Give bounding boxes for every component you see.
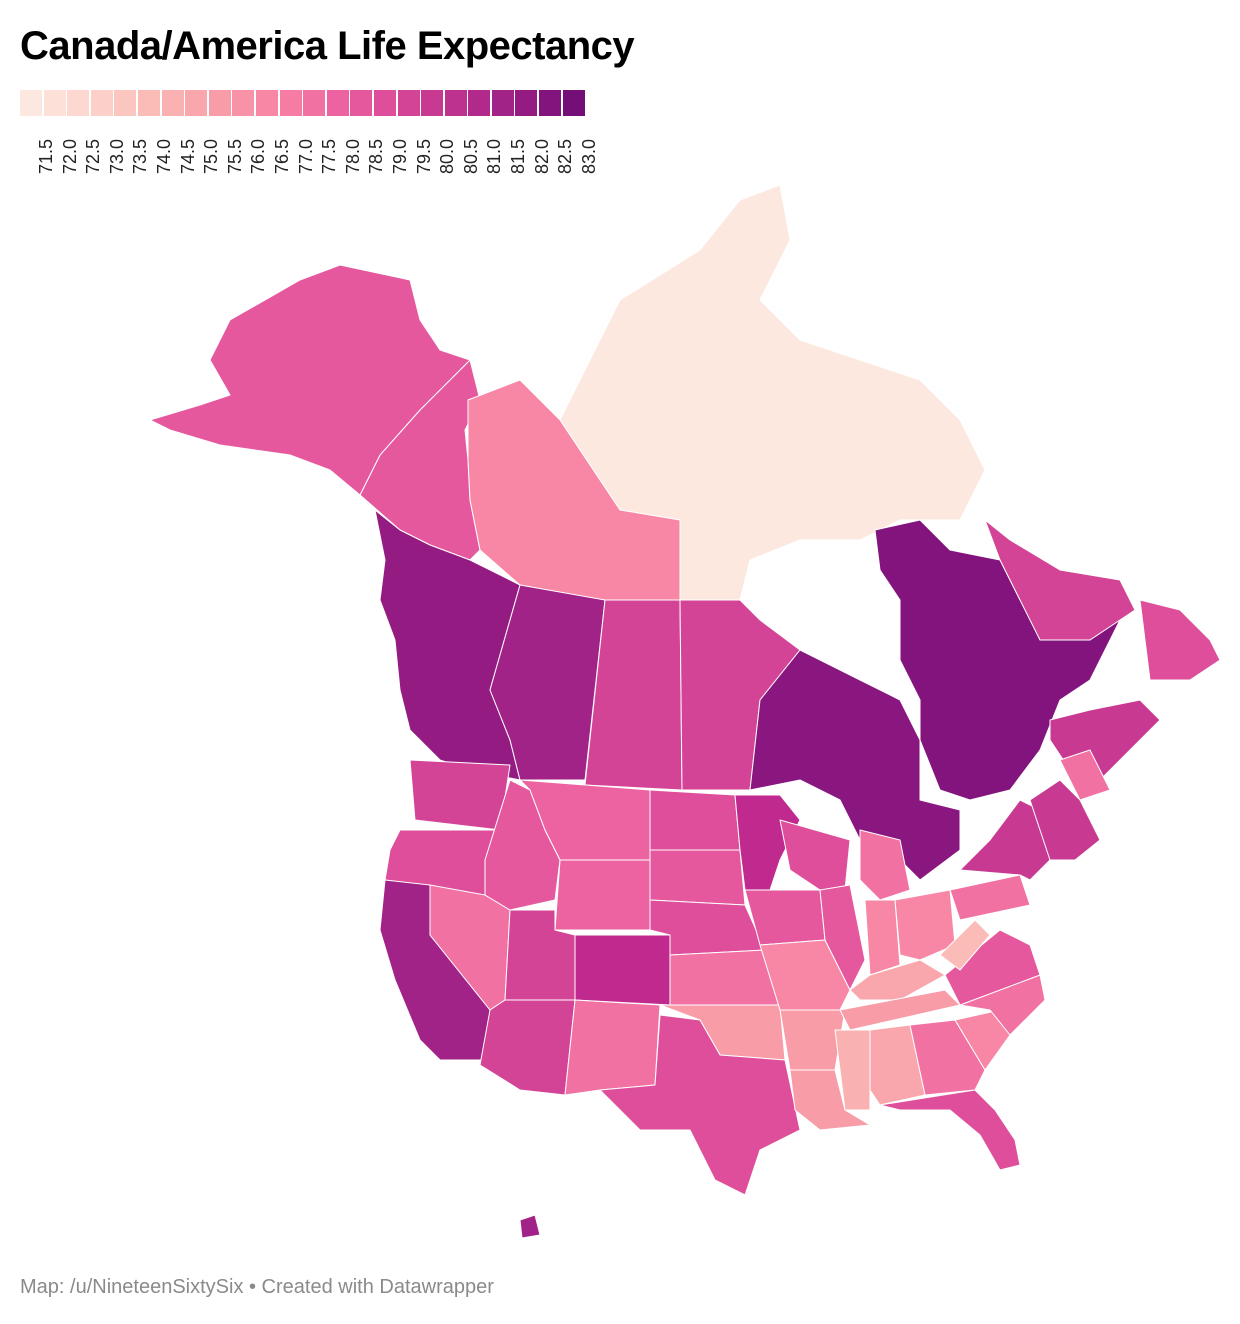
- region-arkansas[interactable]: [779, 1009, 846, 1071]
- region-louisiana[interactable]: [789, 1069, 871, 1131]
- legend-swatch: [67, 90, 90, 116]
- region-illinois[interactable]: [819, 884, 866, 991]
- legend-tick-label: 71.5: [36, 138, 56, 174]
- legend-tick-label: 77.0: [295, 138, 316, 174]
- legend-swatch: [326, 90, 349, 116]
- legend-swatch: [491, 90, 514, 116]
- legend-swatch: [208, 90, 231, 116]
- region-ohio[interactable]: [894, 889, 956, 961]
- region-missouri[interactable]: [759, 939, 851, 1011]
- map-credit: Map: /u/NineteenSixtySix • Created with …: [20, 1276, 494, 1298]
- choropleth-map: [149, 184, 1221, 1239]
- legend-tick-label: 75.5: [224, 138, 245, 174]
- region-newfoundland[interactable]: [1139, 599, 1221, 681]
- legend-swatch: [539, 90, 562, 116]
- legend-swatch: [421, 90, 444, 116]
- legend-tick-label: 81.5: [508, 138, 528, 174]
- region-washington[interactable]: [409, 759, 511, 831]
- region-wyoming[interactable]: [554, 859, 651, 931]
- legend-swatch: [303, 90, 326, 116]
- region-maine[interactable]: [1059, 749, 1111, 801]
- region-hawaii[interactable]: [519, 1214, 541, 1239]
- legend-tick-label: 80.0: [437, 138, 458, 174]
- legend-ticks: 71.5 72.0 72.5 73.0 73.5 74.0 74.5 75.0 75.5 76.0…: [20, 118, 620, 178]
- legend-tick-label: 75.0: [201, 138, 222, 174]
- legend-swatch: [137, 90, 160, 116]
- region-mississippi[interactable]: [834, 1029, 871, 1111]
- legend-tick-label: 82.0: [531, 138, 552, 174]
- legend-swatch: [373, 90, 396, 116]
- legend-swatch: [279, 90, 302, 116]
- legend-tick-label: 72.5: [83, 138, 104, 174]
- legend-tick-label: 78.5: [366, 138, 387, 174]
- region-kansas[interactable]: [669, 949, 781, 1006]
- region-north-dakota[interactable]: [649, 789, 741, 851]
- legend-tick-label: 79.5: [413, 138, 434, 174]
- region-alabama[interactable]: [869, 1024, 926, 1106]
- legend-tick-label: 79.0: [390, 138, 410, 174]
- legend-tick-label: 76.0: [248, 138, 269, 174]
- legend-swatch: [397, 90, 420, 116]
- region-labrador[interactable]: [984, 519, 1136, 641]
- legend-swatch: [161, 90, 184, 116]
- legend-tick-label: 73.0: [106, 138, 127, 174]
- region-new-mexico[interactable]: [564, 999, 661, 1096]
- legend-swatch: [43, 90, 66, 116]
- legend-tick-label: 83.0: [578, 138, 599, 174]
- legend-tick-label: 74.5: [177, 138, 198, 174]
- legend-tick-label: 80.5: [460, 138, 481, 174]
- region-texas[interactable]: [599, 1014, 801, 1196]
- legend-swatch: [515, 90, 538, 116]
- legend-swatch: [20, 90, 42, 116]
- legend-swatch: [185, 90, 208, 116]
- legend-tick-label: 82.5: [555, 138, 576, 174]
- legend-swatch: [114, 90, 137, 116]
- legend-tick-label: 77.5: [319, 138, 340, 174]
- region-colorado[interactable]: [574, 934, 671, 1006]
- color-legend: 71.5 72.0 72.5 73.0 73.5 74.0 74.5 75.0 75.5 76.0…: [20, 90, 620, 180]
- legend-tick-label: 74.0: [154, 138, 174, 174]
- legend-swatch: [232, 90, 255, 116]
- region-pennsylvania[interactable]: [949, 874, 1031, 921]
- region-new-england[interactable]: [1029, 779, 1101, 861]
- region-wisconsin[interactable]: [779, 819, 851, 891]
- legend-tick-label: 72.0: [59, 138, 80, 174]
- region-alaska[interactable]: [149, 264, 471, 496]
- region-florida[interactable]: [879, 1089, 1021, 1171]
- legend-swatch: [255, 90, 278, 116]
- region-michigan[interactable]: [859, 829, 911, 901]
- region-minnesota[interactable]: [734, 794, 801, 891]
- region-virginia[interactable]: [944, 929, 1041, 1006]
- region-maritimes[interactable]: [1049, 699, 1161, 791]
- legend-swatch: [90, 90, 113, 116]
- region-south-dakota[interactable]: [649, 849, 746, 906]
- region-ontario[interactable]: [749, 649, 961, 881]
- legend-swatch: [444, 90, 467, 116]
- legend-swatch: [468, 90, 491, 116]
- legend-tick-label: 81.0: [484, 138, 505, 174]
- map-title: Canada/America Life Expectancy: [20, 24, 635, 68]
- legend-tick-label: 73.5: [130, 138, 151, 174]
- region-arizona[interactable]: [479, 999, 576, 1096]
- legend-swatch: [350, 90, 373, 116]
- legend-swatches: [20, 90, 586, 116]
- legend-tick-label: 76.5: [272, 138, 292, 174]
- region-west-virginia[interactable]: [939, 919, 991, 971]
- legend-tick-label: 78.0: [342, 138, 363, 174]
- legend-swatch: [562, 90, 585, 116]
- region-indiana[interactable]: [864, 899, 901, 976]
